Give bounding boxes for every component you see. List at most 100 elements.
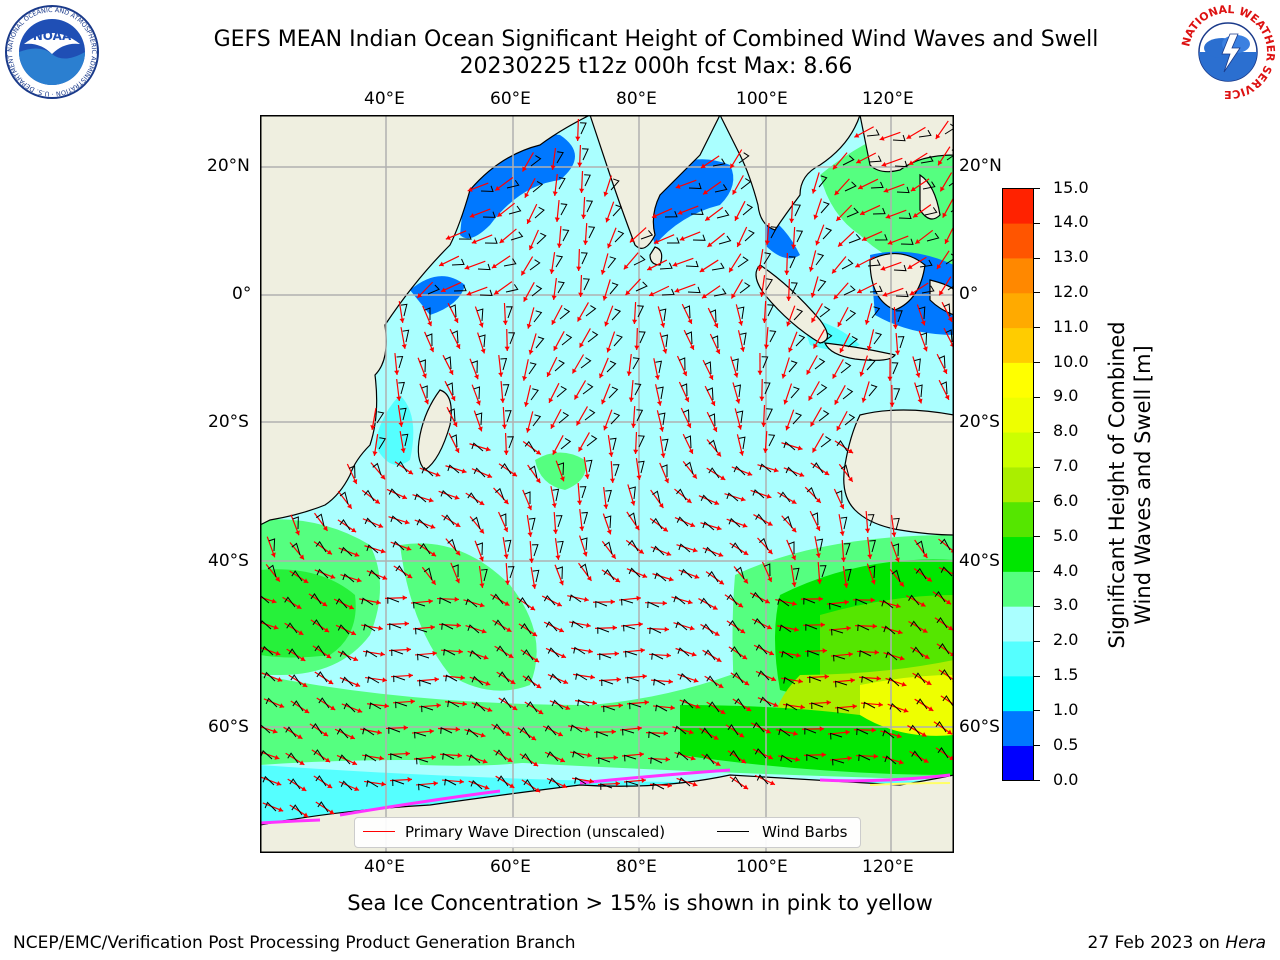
wind-barb [738,436,746,450]
wind-barb [585,305,597,317]
wind-barb [471,516,481,530]
wave-direction-arrowhead [479,583,485,588]
wave-direction-arrowhead [818,596,823,602]
wave-direction-arrowhead [821,752,826,758]
wind-barb [835,680,848,688]
colorbar-tick [1034,362,1040,364]
wave-direction-arrowhead [377,729,382,735]
wave-direction-arrowhead [715,349,721,354]
wave-direction-arrowhead [503,527,509,533]
wave-direction-arrowhead [647,265,653,271]
wind-barb [840,516,848,530]
wave-direction-arrowhead [793,730,798,736]
wave-direction-arrowhead [628,397,634,402]
wave-direction-arrowhead [876,675,881,682]
wind-barb [874,234,888,241]
wind-barb [603,541,613,555]
wave-direction-arrowhead [687,599,693,605]
wind-barb [416,757,429,765]
wave-direction-arrowhead [765,728,771,734]
lat-label-left-20s: 20°S [208,412,249,432]
wind-barb [443,514,455,526]
wave-direction-arrowhead [404,621,409,627]
wave-direction-arrowhead [791,582,797,587]
wave-direction-arrowhead [522,166,527,172]
wind-barb [732,672,744,684]
wind-barb [818,175,828,188]
wave-direction-arrowhead [303,812,309,817]
wave-direction-arrowhead [923,758,929,763]
wind-barb [866,358,876,371]
wave-direction-arrowhead [864,528,871,533]
wave-direction-arrowhead [692,473,697,479]
wave-direction-arrowhead [848,476,853,482]
wind-barb [315,540,327,553]
wind-barb [711,335,719,349]
wave-direction-arrowhead [322,525,328,531]
wave-direction-arrowhead [479,602,485,608]
wave-direction-arrowhead [503,450,509,455]
colorbar-label-line2: Wind Waves and Swell [m] [1131,345,1155,625]
wave-direction-arrowhead [759,396,765,401]
wind-barb [661,334,669,348]
wind-barb [916,540,925,554]
wind-barb [473,386,481,400]
wave-direction-arrowhead [812,447,817,453]
wind-barb [424,307,431,321]
wind-barb [476,542,483,556]
wind-barb [621,728,635,736]
wind-barb [708,413,716,427]
wind-barb [647,601,660,609]
wave-direction-arrowhead [584,474,590,479]
wind-barb [709,309,717,323]
lon-label-top-120e: 120°E [862,89,914,109]
wave-direction-arrowhead [716,451,722,457]
wind-barb [843,285,856,296]
wind-barb [543,594,556,606]
wave-direction-arrowhead [533,761,539,767]
wave-direction-arrowhead [523,401,529,407]
wave-direction-arrowhead [296,604,302,609]
wave-direction-arrowhead [713,735,719,740]
wave-direction-arrowhead [609,478,616,483]
wave-direction-arrowhead [394,370,400,375]
wind-barb [341,676,354,687]
wind-barb [936,617,948,629]
wind-barb [841,259,854,270]
wind-barb [682,409,690,423]
wave-direction-arrowhead [278,807,284,812]
wave-direction-arrowhead [561,653,566,659]
wind-barb [497,775,509,787]
wave-direction-arrowhead [922,628,928,633]
wave-direction-arrowhead [550,165,556,170]
wind-barb [657,386,664,400]
wind-barb [551,699,564,710]
wind-barb [732,358,739,372]
wave-direction-arrowhead [589,778,594,784]
wave-direction-arrowhead [482,758,488,764]
wave-direction-arrowhead [407,777,412,783]
wave-direction-arrowhead [794,626,799,632]
wave-direction-arrowhead [747,471,753,476]
wind-barb [449,304,457,318]
wind-barb [735,566,745,580]
wind-barb [740,332,747,346]
wind-barb [701,727,713,739]
wind-barb [920,332,928,346]
wind-barb [788,541,795,555]
wave-direction-arrowhead [759,292,765,297]
wind-barb [575,672,588,681]
wind-barb [447,700,460,708]
wave-direction-arrowhead [658,502,664,508]
wind-barb [652,782,665,790]
wind-barb [861,675,874,683]
wind-barb [316,671,328,683]
wave-direction-arrowhead [734,215,740,221]
colorbar-cell [1002,501,1034,538]
wave-direction-arrowhead [872,623,877,629]
wind-barb [651,652,664,660]
wind-barb [658,412,666,426]
wind-barb [584,409,596,421]
wave-direction-arrowhead [784,270,790,275]
wave-direction-arrowhead [926,576,932,582]
